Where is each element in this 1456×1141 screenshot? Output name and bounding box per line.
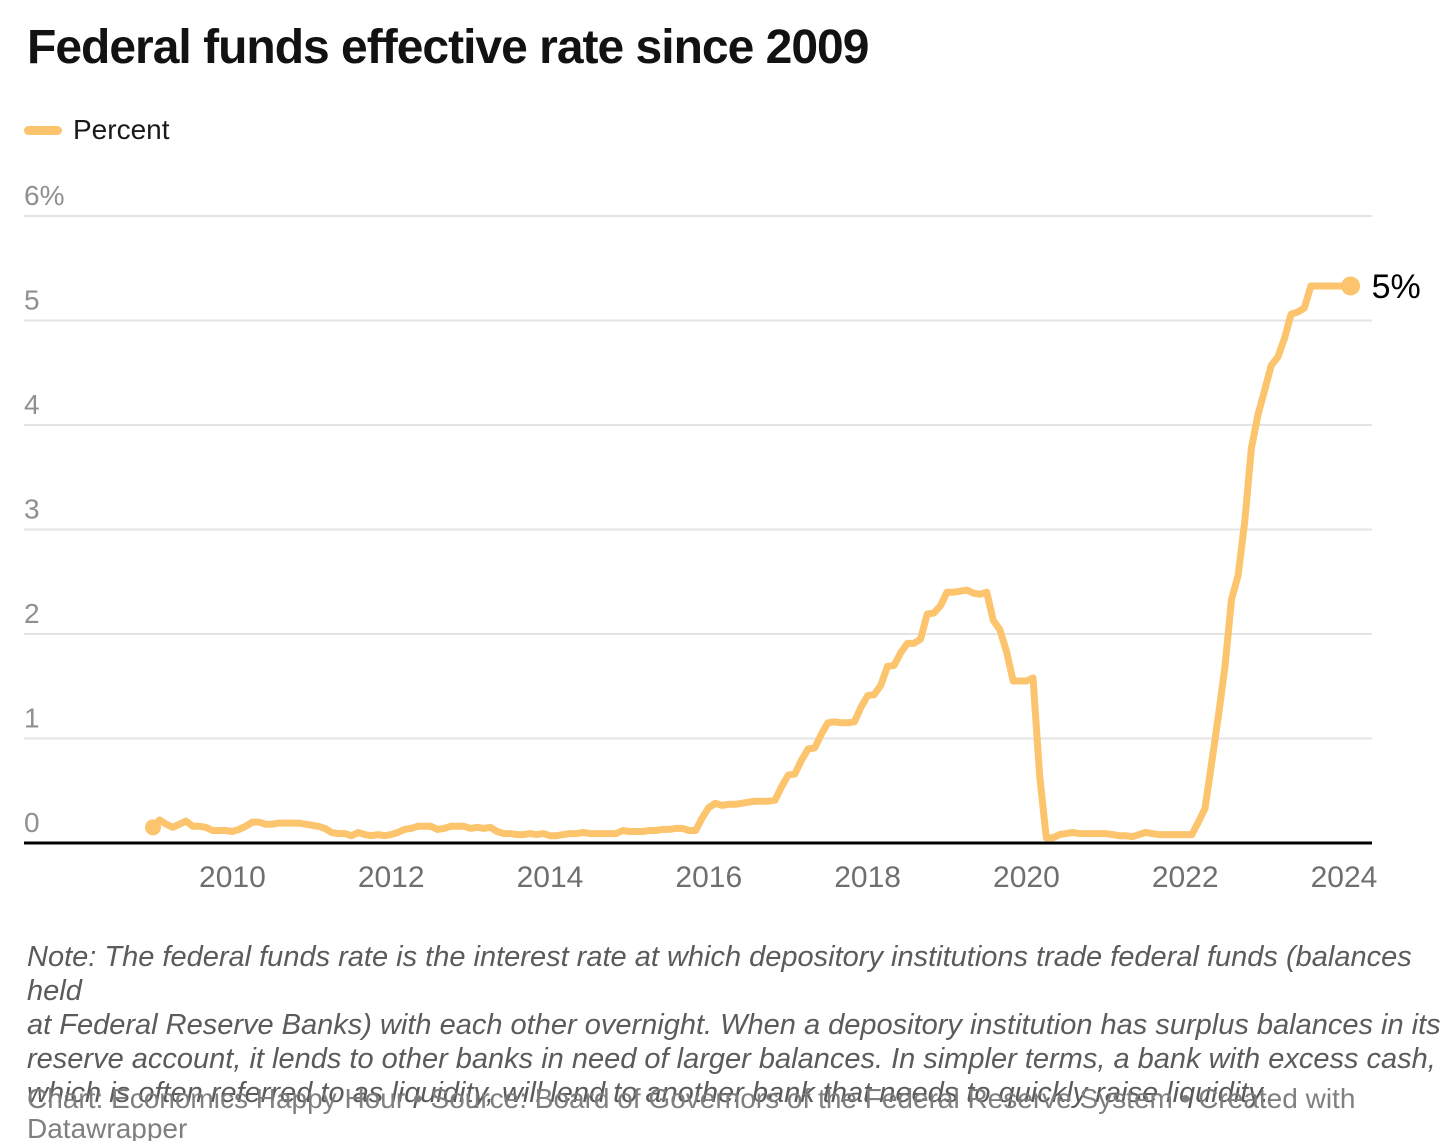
note-line-3: reserve account, it lends to other banks… xyxy=(27,1043,1436,1075)
x-axis-label-2018: 2018 xyxy=(834,861,901,894)
y-axis-label-0: 0 xyxy=(24,807,40,838)
series-start-dot-icon xyxy=(145,819,161,836)
x-axis-label-2010: 2010 xyxy=(199,861,266,894)
note-line-1: Note: The federal funds rate is the inte… xyxy=(27,941,1412,1007)
legend-swatch-icon xyxy=(24,125,62,135)
chart-note: Note: The federal funds rate is the inte… xyxy=(27,940,1456,1110)
y-axis-label-1: 1 xyxy=(24,703,40,734)
line-chart: 6% 5 4 3 2 1 0 2010 2012 2014 2016 2018 2020 2022 2024… xyxy=(24,180,1421,894)
x-axis-label-2022: 2022 xyxy=(1152,861,1219,894)
y-axis-label-3: 3 xyxy=(24,494,40,525)
y-axis-label-2: 2 xyxy=(24,598,40,629)
x-axis-label-2016: 2016 xyxy=(675,861,742,894)
legend-label: Percent xyxy=(73,114,170,145)
chart-credit: Chart: Economics Happy Hour • Source: Bo… xyxy=(27,1083,1356,1141)
rate-line-series xyxy=(149,282,1355,842)
series-end-dot-icon xyxy=(1341,276,1361,296)
y-axis-label-6: 6% xyxy=(24,180,64,211)
x-axis-label-2012: 2012 xyxy=(358,861,425,894)
x-axis-label-2020: 2020 xyxy=(993,861,1060,894)
legend: Percent xyxy=(24,114,170,145)
y-axis-label-5: 5 xyxy=(24,285,40,316)
note-line-2: at Federal Reserve Banks) with each othe… xyxy=(27,1009,1441,1041)
x-axis-label-2014: 2014 xyxy=(517,861,584,894)
end-value-label: 5% xyxy=(1372,268,1421,306)
chart-title: Federal funds effective rate since 2009 xyxy=(27,21,869,74)
note-line-4: which is often referred to as liquidity,… xyxy=(27,1077,1269,1109)
y-axis-label-4: 4 xyxy=(24,389,40,420)
x-axis-label-2024: 2024 xyxy=(1311,861,1378,894)
